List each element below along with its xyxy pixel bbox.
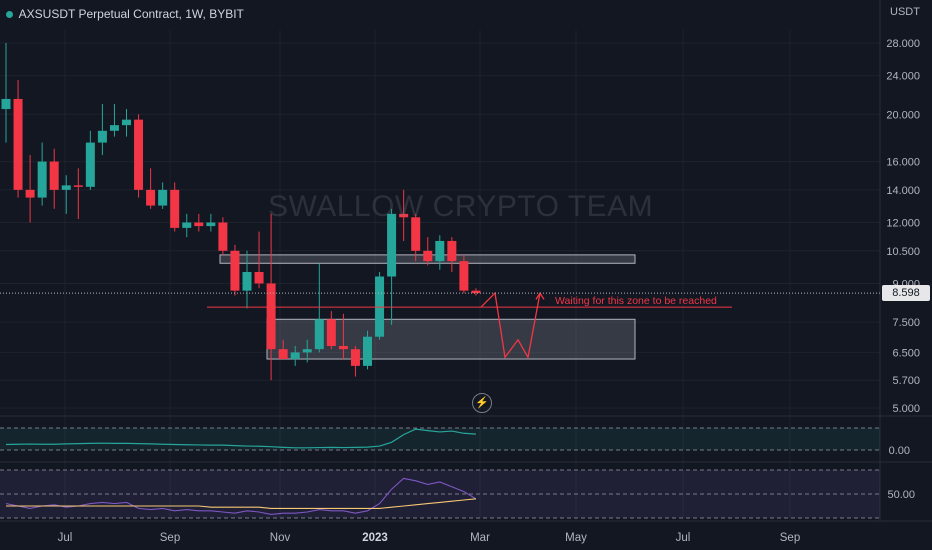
candle-body: [109, 125, 119, 131]
candle-body: [218, 222, 228, 251]
candle-body: [158, 189, 168, 206]
candle-body: [411, 217, 421, 251]
status-dot-icon: [6, 11, 13, 19]
indicator-band: [0, 470, 880, 518]
candle-body: [326, 319, 336, 346]
indicator-2-tick: 50.00: [887, 489, 915, 501]
time-tick-label: Jul: [58, 532, 73, 544]
candle-body: [97, 130, 107, 143]
projection-path: [480, 291, 541, 360]
indicator-1-line: [5, 428, 476, 449]
candle-body: [122, 119, 131, 126]
candle-body: [278, 349, 288, 360]
candle-body: [338, 345, 348, 350]
indicator-2-line: [6, 498, 477, 509]
candle-body: [182, 222, 192, 228]
chart-title: AXSUSDT Perpetual Contract, 1W, BYBIT: [6, 7, 244, 21]
time-tick-label: Sep: [160, 532, 180, 544]
candle-body: [73, 185, 83, 187]
symbol-title: AXSUSDT Perpetual Contract, 1W, BYBIT: [18, 7, 244, 21]
candle-body: [170, 189, 180, 228]
lightning-icon[interactable]: ⚡: [472, 393, 492, 413]
time-tick-label: 2023: [362, 532, 388, 544]
candle-body: [435, 240, 445, 262]
candle-body: [1, 98, 11, 110]
price-tick-label: 16.000: [886, 157, 920, 169]
time-axis: Jul Sep Nov 2023 Mar May Jul Sep: [58, 532, 801, 544]
price-tick-label: 7.500: [892, 317, 920, 329]
price-tick-label: 5.700: [892, 375, 920, 387]
candle-body: [206, 222, 216, 227]
drawings: [0, 291, 880, 360]
candle-body: [471, 290, 481, 294]
price-tick-label: 14.000: [886, 185, 920, 197]
price-tick-label: 6.500: [892, 347, 920, 359]
time-tick-label: Nov: [270, 532, 291, 544]
candle-body: [459, 261, 469, 291]
candle-body: [290, 352, 300, 360]
indicator-2-line: [5, 477, 477, 515]
time-tick-label: Mar: [470, 532, 490, 544]
price-tick-label: 5.000: [892, 403, 920, 415]
candle-body: [423, 250, 433, 262]
grid: [0, 0, 932, 522]
price-tick-label: 24.000: [886, 71, 920, 83]
indicator-1-tick: 0.00: [889, 445, 910, 457]
candle-body: [134, 119, 144, 190]
current-price-tag: 8.598: [882, 285, 930, 301]
price-tick-label: 12.000: [886, 218, 920, 230]
candle-body: [85, 142, 95, 187]
time-tick-label: Sep: [780, 532, 800, 544]
candle-body: [350, 349, 360, 366]
candle-body: [242, 272, 252, 291]
candle-body: [25, 189, 35, 198]
candle-body: [37, 161, 47, 198]
indicator-pane-2: [0, 469, 880, 519]
price-tick-label: 28.000: [886, 38, 920, 50]
candle-body: [302, 349, 312, 353]
candle-body: [314, 319, 324, 350]
candle-body: [146, 189, 156, 206]
price-tick-label: 20.000: [886, 109, 920, 121]
watermark: SWALLOW CRYPTO TEAM: [268, 190, 654, 223]
indicator-band: [0, 428, 880, 450]
time-tick-label: May: [565, 532, 587, 544]
candle-body: [194, 222, 204, 227]
price-unit-label: USDT: [890, 6, 920, 18]
candle-body: [49, 161, 59, 190]
candle-body: [61, 185, 71, 190]
time-tick-label: Jul: [676, 532, 691, 544]
price-tick-label: 10.500: [886, 246, 920, 258]
indicator-pane-1: [0, 427, 880, 451]
candle-body: [363, 336, 372, 366]
price-axis: 28.000 24.000 20.000 16.000 14.000 12.000 10.5…: [886, 38, 920, 501]
candle-body: [230, 250, 240, 291]
candle-body: [447, 240, 457, 262]
candle-body: [254, 272, 264, 284]
candle-body: [13, 98, 23, 190]
candle-body: [399, 213, 409, 218]
candle-body: [387, 213, 397, 277]
candle-body: [266, 283, 276, 350]
annotation-text: Waiting for this zone to be reached: [555, 295, 717, 307]
